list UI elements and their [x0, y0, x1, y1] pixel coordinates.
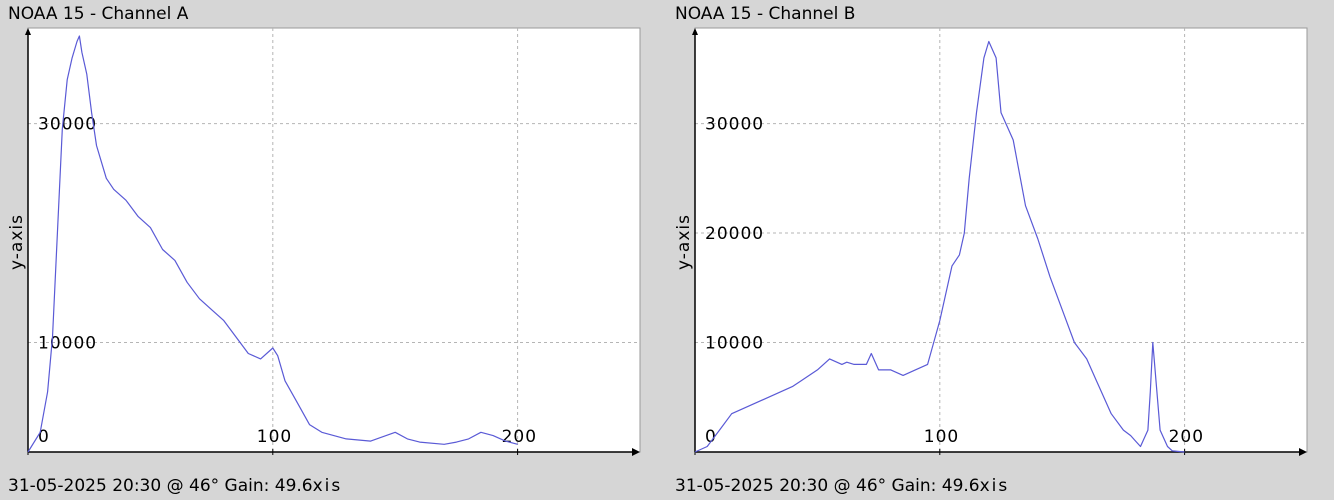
y-tick-label: 10000	[38, 334, 97, 354]
x-axis-label: xis	[312, 476, 343, 496]
footer-status: 31-05-2025 20:30 @ 46° Gain: 49.6	[8, 476, 313, 496]
chart-panel-channel-a: 0 100 200 10000 30000 y-axis NOAA 15 - Channe…	[7, 4, 641, 496]
x-tick-label: 100	[257, 427, 292, 447]
series-line	[694, 40, 1185, 453]
chart-plot-channel-a: 0 100 200 10000 30000 y-axis	[7, 27, 641, 456]
chart-title: NOAA 15 - Channel B	[675, 4, 856, 24]
chart-footer: 31-05-2025 20:30 @ 46° Gain: 49.6xis	[8, 476, 342, 496]
x-axis-arrow-icon	[1299, 448, 1307, 456]
y-axis-label: y-axis	[7, 214, 27, 270]
plot-area	[694, 27, 1308, 453]
chart-plot-channel-b: 0 100 200 10000 20000 30000 y-axis	[674, 27, 1308, 456]
y-tick-label: 30000	[705, 115, 764, 135]
plot-area	[27, 27, 641, 453]
y-axis-arrow-icon	[25, 28, 31, 35]
x-tick-label: 200	[1169, 427, 1204, 447]
chart-title: NOAA 15 - Channel A	[8, 4, 189, 24]
footer-status: 31-05-2025 20:30 @ 46° Gain: 49.6	[675, 476, 980, 496]
x-tick-label: 0	[705, 427, 717, 447]
x-axis-label: xis	[979, 476, 1010, 496]
y-tick-label: 30000	[38, 115, 97, 135]
x-tick-label: 0	[38, 427, 50, 447]
chart-panel-channel-b: 0 100 200 10000 20000 30000 y-axis NOAA 15 - C…	[667, 0, 1334, 500]
chart-footer: 31-05-2025 20:30 @ 46° Gain: 49.6xis	[675, 476, 1009, 496]
y-tick-label: 10000	[705, 334, 764, 354]
x-tick-label: 200	[502, 427, 537, 447]
y-tick-label: 20000	[705, 224, 764, 244]
y-axis-arrow-icon	[692, 28, 698, 35]
x-tick-label: 100	[924, 427, 959, 447]
series-line	[27, 35, 518, 453]
y-axis-label: y-axis	[674, 214, 694, 270]
x-axis-arrow-icon	[632, 448, 640, 456]
